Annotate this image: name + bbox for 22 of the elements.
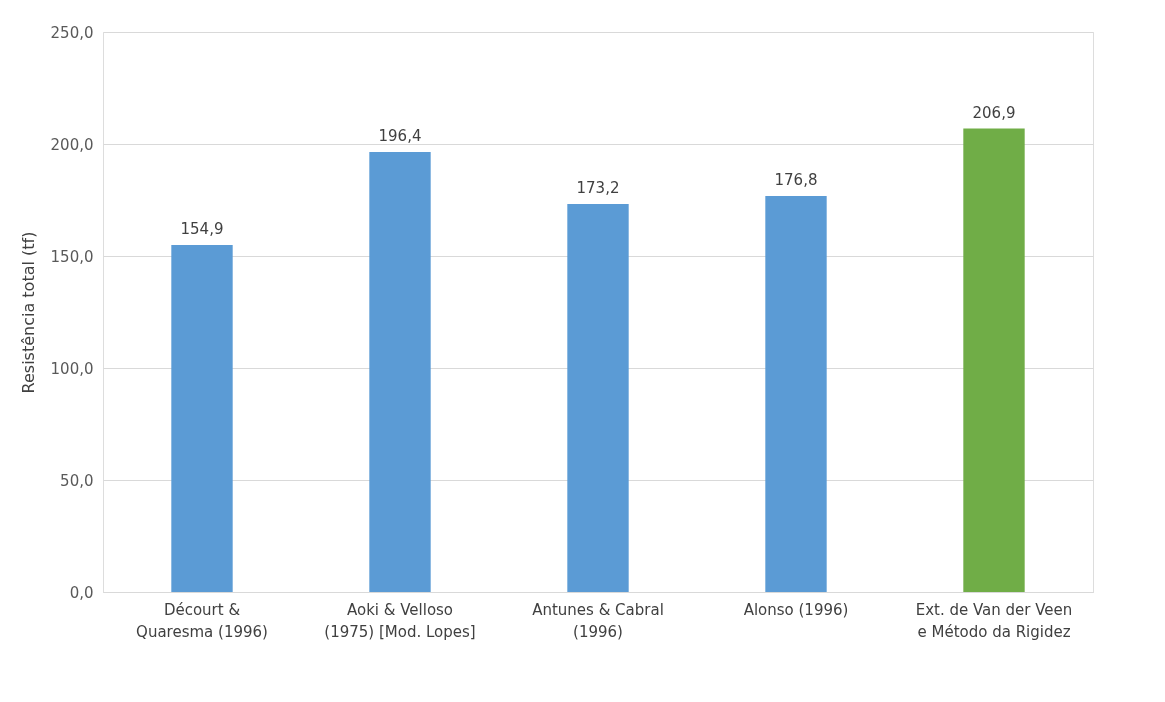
y-tick-label: 50,0	[60, 471, 94, 490]
data-label: 206,9	[972, 103, 1016, 122]
bar	[567, 204, 629, 592]
x-tick-label: Décourt & Quaresma (1996)	[136, 600, 268, 641]
x-tick-label: Ext. de Van der Veen e Método da Rigidez	[915, 600, 1073, 641]
data-label: 196,4	[378, 127, 422, 146]
x-tick-label: Alonso (1996)	[743, 600, 849, 619]
data-label: 176,8	[774, 170, 818, 189]
x-tick-label: Aoki & Velloso (1975) [Mod. Lopes]	[324, 600, 476, 641]
bar	[963, 128, 1025, 592]
bar	[765, 195, 827, 592]
bar	[369, 152, 431, 592]
bar	[171, 245, 233, 592]
data-label: 154,9	[180, 220, 224, 239]
y-tick-label: 150,0	[50, 247, 94, 266]
y-tick-label: 250,0	[50, 23, 94, 42]
y-tick-label: 0,0	[69, 583, 94, 602]
y-tick-label: 100,0	[50, 359, 94, 378]
data-label: 173,2	[576, 179, 620, 198]
y-tick-label: 200,0	[50, 135, 94, 154]
x-tick-label: Antunes & Cabral (1996)	[532, 600, 664, 641]
y-axis-title: Resistência total (tf)	[18, 231, 38, 394]
